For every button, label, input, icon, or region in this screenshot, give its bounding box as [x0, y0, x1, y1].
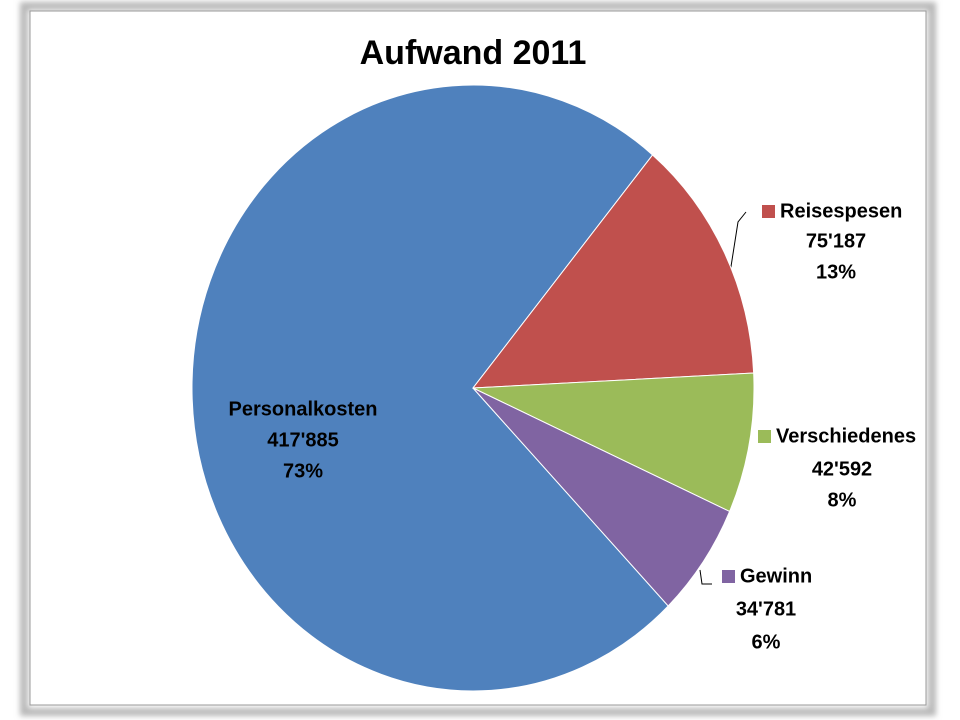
chart-title: Aufwand 2011 — [360, 34, 587, 72]
percent-label: 13% — [816, 261, 856, 283]
data-labels: Personalkosten 417'885 73% Reisespesen 75'18… — [229, 200, 917, 653]
pie-slice — [472, 372, 755, 513]
category-label: Verschiedenes — [776, 425, 916, 447]
frame-shadow — [20, 2, 936, 716]
legend-key — [722, 570, 735, 583]
legend-key — [758, 430, 771, 443]
value-label: 34'781 — [736, 598, 796, 620]
leader-line — [699, 569, 712, 585]
category-label: Reisespesen — [780, 200, 902, 222]
percent-label: 8% — [828, 489, 857, 511]
pie-slice — [471, 154, 755, 389]
value-label: 417'885 — [267, 429, 339, 451]
percent-label: 6% — [752, 631, 781, 653]
category-label: Gewinn — [740, 565, 812, 587]
category-label: Personalkosten — [229, 398, 378, 420]
pie — [191, 84, 755, 692]
value-label: 75'187 — [806, 230, 866, 252]
percent-label: 73% — [283, 460, 323, 482]
legend-key — [762, 205, 775, 218]
pie-slice — [472, 387, 731, 607]
pie-slice — [191, 84, 669, 692]
value-label: 42'592 — [812, 458, 872, 480]
